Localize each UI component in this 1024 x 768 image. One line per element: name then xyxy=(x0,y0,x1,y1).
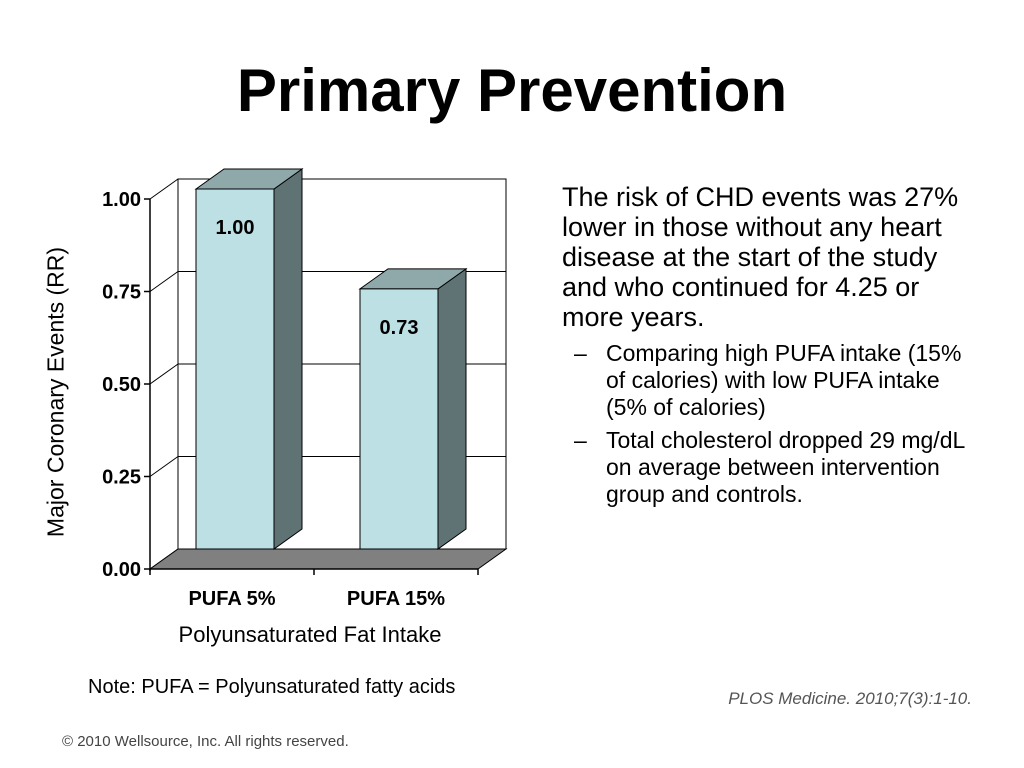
bullet-list: The risk of CHD events was 27% lower in … xyxy=(562,182,982,514)
bar-side xyxy=(273,168,303,550)
sub-bullet: – Comparing high PUFA intake (15% of cal… xyxy=(562,340,982,421)
bar-side xyxy=(437,267,467,550)
side-wall-line xyxy=(149,178,179,200)
side-wall-line xyxy=(149,456,179,477)
y-tick-label: 0.50 xyxy=(102,374,141,396)
data-label: 0.73 xyxy=(380,317,419,339)
y-axis-label: Major Coronary Events (RR) xyxy=(42,246,69,538)
slide-title: Primary Prevention xyxy=(236,57,788,124)
sub-bullet: – Total cholesterol dropped 29 mg/dL on … xyxy=(562,427,982,508)
sub-bullet-text: Total cholesterol dropped 29 mg/dL on av… xyxy=(606,427,965,507)
x-tick-label: PUFA 15% xyxy=(347,588,445,610)
bar xyxy=(195,188,275,550)
dash-marker: – xyxy=(574,340,587,366)
side-wall-line xyxy=(149,363,179,385)
citation: PLOS Medicine. 2010;7(3):1-10. xyxy=(728,689,972,708)
y-tick-label: 0.00 xyxy=(102,559,141,581)
bar xyxy=(359,288,439,550)
dash-marker: – xyxy=(574,427,587,453)
y-tick-label: 0.25 xyxy=(102,467,141,489)
footnote: Note: PUFA = Polyunsaturated fatty acids xyxy=(88,676,456,698)
sub-bullet-text: Comparing high PUFA intake (15% of calor… xyxy=(606,340,962,420)
y-tick-label: 0.75 xyxy=(102,282,141,304)
copyright: © 2010 Wellsource, Inc. All rights reser… xyxy=(62,733,349,750)
x-axis-label: Polyunsaturated Fat Intake xyxy=(178,622,442,647)
data-label: 1.00 xyxy=(216,217,255,239)
chart-floor xyxy=(148,548,508,570)
x-tick-label: PUFA 5% xyxy=(188,588,275,610)
main-bullet: The risk of CHD events was 27% lower in … xyxy=(562,182,959,332)
side-wall-line xyxy=(149,271,179,292)
bar-chart: 0.00 0.25 0.50 0.75 1.00 1.00 PUFA 5% 0.73 PUFA … xyxy=(102,168,508,610)
y-tick-label: 1.00 xyxy=(102,189,141,211)
